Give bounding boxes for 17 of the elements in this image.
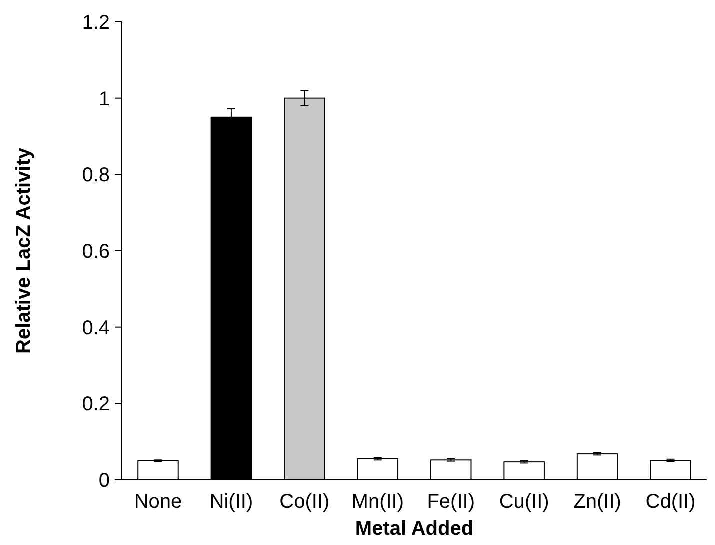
y-tick-label: 1.2 [82,12,110,34]
y-tick-label: 0.8 [82,164,110,187]
x-tick-label: Ni(II) [210,491,254,513]
y-tick-label: 0.2 [82,394,110,416]
x-tick-label: Zn(II) [574,491,622,513]
x-tick-label: Fe(II) [427,491,475,513]
x-tick-label: None [134,491,182,513]
x-tick-label: Co(II) [280,491,330,513]
y-tick-label: 0.6 [82,241,110,263]
x-tick-label: Cu(II) [499,491,550,513]
x-tick-label: Mn(II) [352,491,404,513]
x-axis-title: Metal Added [355,518,474,540]
x-tick-label: Cd(II) [646,491,696,513]
y-tick-label: 0.4 [82,317,110,340]
y-tick-label: 0 [98,470,110,492]
y-axis-title: Relative LacZ Activity [13,147,35,354]
y-tick-label: 1 [98,88,110,110]
